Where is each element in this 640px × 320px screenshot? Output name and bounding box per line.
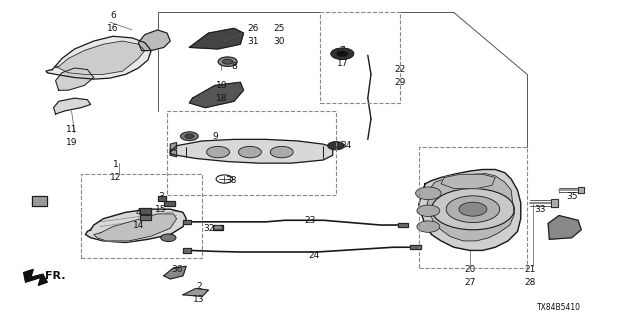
Circle shape — [207, 146, 230, 158]
Text: 37: 37 — [31, 197, 42, 206]
Text: 20: 20 — [464, 265, 476, 274]
Text: 38: 38 — [225, 176, 237, 185]
Circle shape — [239, 146, 261, 158]
Text: 23: 23 — [305, 216, 316, 225]
Text: 25: 25 — [273, 24, 284, 33]
Circle shape — [218, 57, 237, 67]
Polygon shape — [578, 187, 584, 193]
Polygon shape — [170, 149, 177, 157]
Circle shape — [446, 196, 500, 222]
Text: 12: 12 — [111, 173, 122, 182]
Circle shape — [417, 205, 440, 216]
Text: TX84B5410: TX84B5410 — [537, 303, 581, 312]
Circle shape — [185, 134, 194, 139]
Polygon shape — [189, 82, 244, 108]
Text: FR.: FR. — [45, 271, 66, 281]
Text: 22: 22 — [394, 65, 405, 74]
Circle shape — [331, 48, 354, 60]
Circle shape — [328, 142, 344, 150]
Text: 24: 24 — [308, 251, 319, 260]
Text: 9: 9 — [212, 132, 218, 141]
Polygon shape — [140, 208, 151, 214]
Text: 14: 14 — [132, 220, 144, 229]
Text: 3: 3 — [158, 192, 164, 201]
Text: 8: 8 — [231, 62, 237, 71]
Text: 36: 36 — [171, 265, 182, 274]
Text: 31: 31 — [247, 36, 259, 45]
Polygon shape — [164, 266, 186, 279]
Text: 21: 21 — [525, 265, 536, 274]
Polygon shape — [548, 215, 581, 239]
Polygon shape — [410, 245, 420, 250]
Polygon shape — [54, 98, 91, 114]
Polygon shape — [441, 174, 495, 188]
Text: 4: 4 — [136, 208, 141, 217]
Polygon shape — [86, 209, 186, 243]
Polygon shape — [24, 269, 47, 285]
Polygon shape — [140, 215, 151, 220]
Circle shape — [415, 187, 441, 200]
Circle shape — [459, 202, 487, 216]
Polygon shape — [94, 214, 177, 241]
Circle shape — [161, 234, 176, 242]
Text: 11: 11 — [66, 125, 77, 134]
Text: 34: 34 — [340, 141, 351, 150]
Circle shape — [431, 188, 515, 230]
Circle shape — [180, 132, 198, 141]
Text: 30: 30 — [273, 36, 284, 45]
Polygon shape — [138, 30, 170, 51]
Text: 28: 28 — [525, 278, 536, 287]
Text: 35: 35 — [566, 192, 577, 201]
Bar — [81, 174, 202, 258]
Text: 18: 18 — [216, 94, 227, 103]
Polygon shape — [427, 173, 515, 241]
Polygon shape — [170, 140, 333, 163]
Text: 10: 10 — [216, 81, 227, 90]
Polygon shape — [164, 201, 175, 206]
Text: 26: 26 — [248, 24, 259, 33]
Bar — [419, 147, 527, 268]
Text: 13: 13 — [193, 295, 205, 304]
Circle shape — [223, 59, 233, 64]
Text: 33: 33 — [534, 205, 545, 214]
Text: 1: 1 — [113, 160, 119, 169]
Text: 29: 29 — [394, 78, 405, 87]
Text: 7: 7 — [339, 46, 345, 55]
Text: 19: 19 — [66, 138, 77, 147]
Text: 15: 15 — [155, 205, 166, 214]
Polygon shape — [183, 288, 209, 296]
Circle shape — [337, 51, 348, 57]
Polygon shape — [54, 41, 145, 74]
Polygon shape — [189, 28, 244, 49]
Polygon shape — [183, 220, 191, 224]
Circle shape — [417, 221, 440, 232]
Polygon shape — [56, 68, 94, 90]
Polygon shape — [419, 170, 521, 251]
Polygon shape — [32, 196, 47, 206]
Text: 16: 16 — [107, 24, 118, 33]
Text: 6: 6 — [110, 11, 116, 20]
Bar — [320, 12, 399, 103]
Polygon shape — [397, 223, 408, 227]
Circle shape — [214, 225, 223, 230]
Polygon shape — [213, 225, 223, 230]
Polygon shape — [170, 142, 177, 150]
Polygon shape — [551, 199, 557, 207]
Circle shape — [270, 146, 293, 158]
Polygon shape — [157, 196, 166, 201]
Polygon shape — [46, 36, 151, 79]
Polygon shape — [183, 248, 191, 252]
Text: 27: 27 — [464, 278, 476, 287]
Text: 32: 32 — [203, 224, 214, 233]
Text: 17: 17 — [337, 59, 348, 68]
Bar — [167, 111, 336, 195]
Text: 2: 2 — [196, 282, 202, 292]
